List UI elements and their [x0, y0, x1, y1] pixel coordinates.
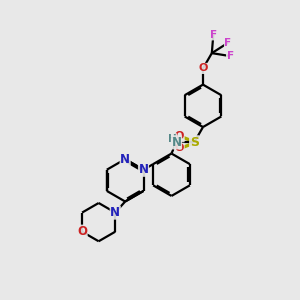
- Text: O: O: [175, 131, 184, 142]
- Text: O: O: [198, 63, 208, 74]
- Text: H: H: [168, 134, 177, 144]
- Text: N: N: [120, 153, 130, 166]
- Text: N: N: [139, 163, 148, 176]
- Text: F: F: [210, 30, 217, 40]
- Text: N: N: [172, 136, 182, 149]
- Text: F: F: [226, 51, 234, 61]
- Text: O: O: [175, 143, 184, 153]
- Text: F: F: [224, 38, 232, 48]
- Text: N: N: [110, 206, 120, 219]
- Text: S: S: [190, 136, 199, 149]
- Text: O: O: [77, 225, 87, 238]
